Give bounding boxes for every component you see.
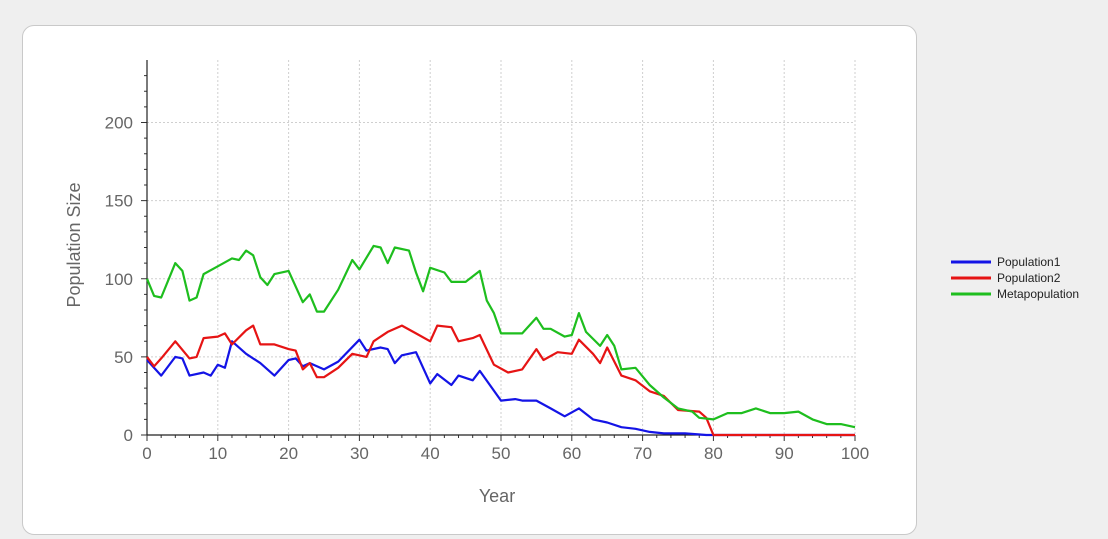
x-tick-label: 90 [775, 444, 794, 463]
x-axis-title: Year [479, 486, 515, 506]
series-lines [145, 244, 856, 437]
x-tick-label: 30 [350, 444, 369, 463]
legend-label-population2: Population2 [997, 271, 1061, 285]
x-tick-label: 50 [492, 444, 511, 463]
y-tick-label: 0 [124, 426, 133, 445]
y-tick-label: 200 [105, 114, 133, 133]
y-tick-label: 50 [114, 348, 133, 367]
legend-label-population1: Population1 [997, 255, 1061, 269]
series-line-metapopulation [145, 244, 856, 429]
legend-label-metapopulation: Metapopulation [997, 287, 1079, 301]
series-line-population1 [146, 338, 855, 437]
y-tick-label: 150 [105, 192, 133, 211]
y-tick-label: 100 [105, 270, 133, 289]
x-tick-label: 20 [279, 444, 298, 463]
y-axis-title: Population Size [64, 182, 84, 307]
x-tick-label: 100 [841, 444, 869, 463]
tick-labels: 0 10 20 30 40 50 60 70 80 90 100 0 50 100 150 200 [105, 114, 870, 464]
axes [141, 60, 856, 441]
series-line-population2 [146, 324, 855, 437]
x-tick-label: 40 [421, 444, 440, 463]
x-tick-label: 0 [142, 444, 151, 463]
legend: Population1 Population2 Metapopulation [951, 255, 1079, 301]
gridlines [147, 60, 856, 435]
x-tick-label: 80 [704, 444, 723, 463]
x-tick-label: 60 [562, 444, 581, 463]
x-tick-label: 10 [208, 444, 227, 463]
x-tick-label: 70 [633, 444, 652, 463]
